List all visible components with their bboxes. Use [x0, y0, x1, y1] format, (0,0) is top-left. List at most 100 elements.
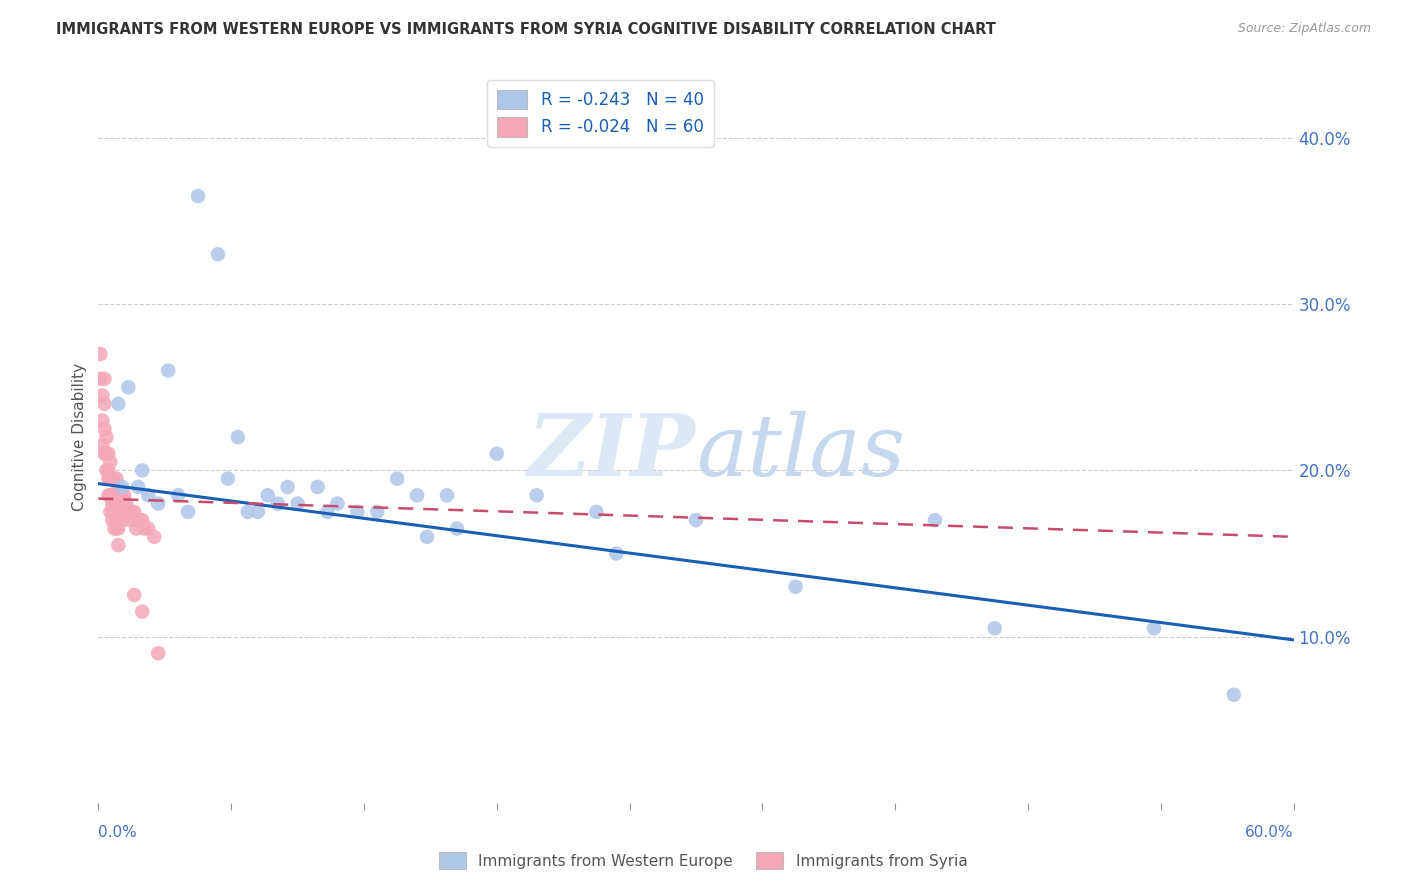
- Point: [129, 513, 152, 527]
- Point: [93, 372, 115, 386]
- Point: [91, 438, 114, 452]
- Point: [148, 497, 170, 511]
- Point: [121, 505, 143, 519]
- Point: [134, 521, 156, 535]
- Point: [97, 472, 120, 486]
- Point: [100, 488, 122, 502]
- Point: [685, 513, 707, 527]
- Point: [105, 472, 128, 486]
- Point: [105, 513, 128, 527]
- Point: [366, 505, 388, 519]
- Legend: Immigrants from Western Europe, Immigrants from Syria: Immigrants from Western Europe, Immigran…: [433, 846, 973, 875]
- Point: [131, 605, 153, 619]
- Point: [111, 513, 134, 527]
- Point: [107, 538, 129, 552]
- Point: [585, 505, 607, 519]
- Point: [100, 505, 122, 519]
- Point: [326, 497, 349, 511]
- Point: [416, 530, 439, 544]
- Point: [96, 463, 118, 477]
- Point: [277, 480, 299, 494]
- Point: [111, 480, 134, 494]
- Point: [236, 505, 259, 519]
- Point: [226, 430, 249, 444]
- Point: [1143, 621, 1166, 635]
- Point: [101, 488, 124, 502]
- Point: [143, 530, 166, 544]
- Point: [984, 621, 1007, 635]
- Point: [101, 505, 124, 519]
- Point: [107, 521, 129, 535]
- Point: [307, 480, 329, 494]
- Point: [157, 363, 180, 377]
- Point: [89, 347, 111, 361]
- Point: [117, 505, 139, 519]
- Point: [101, 513, 124, 527]
- Point: [187, 189, 209, 203]
- Point: [256, 488, 278, 502]
- Point: [103, 521, 125, 535]
- Point: [217, 472, 239, 486]
- Point: [91, 413, 114, 427]
- Point: [136, 521, 159, 535]
- Point: [97, 447, 120, 461]
- Point: [101, 472, 124, 486]
- Y-axis label: Cognitive Disability: Cognitive Disability: [72, 363, 87, 511]
- Point: [103, 505, 125, 519]
- Point: [112, 505, 135, 519]
- Point: [125, 521, 148, 535]
- Point: [924, 513, 946, 527]
- Point: [107, 480, 129, 494]
- Point: [148, 646, 170, 660]
- Point: [385, 472, 409, 486]
- Point: [107, 497, 129, 511]
- Point: [1222, 688, 1246, 702]
- Point: [93, 447, 115, 461]
- Point: [207, 247, 229, 261]
- Point: [287, 497, 309, 511]
- Point: [526, 488, 548, 502]
- Text: ZIP: ZIP: [529, 410, 696, 493]
- Legend: R = -0.243   N = 40, R = -0.024   N = 60: R = -0.243 N = 40, R = -0.024 N = 60: [488, 79, 713, 146]
- Point: [91, 388, 114, 402]
- Point: [97, 463, 120, 477]
- Point: [605, 546, 627, 560]
- Point: [96, 430, 118, 444]
- Point: [136, 488, 159, 502]
- Text: IMMIGRANTS FROM WESTERN EUROPE VS IMMIGRANTS FROM SYRIA COGNITIVE DISABILITY COR: IMMIGRANTS FROM WESTERN EUROPE VS IMMIGR…: [56, 22, 995, 37]
- Point: [346, 505, 368, 519]
- Point: [93, 397, 115, 411]
- Point: [111, 497, 134, 511]
- Point: [103, 488, 125, 502]
- Point: [103, 497, 125, 511]
- Point: [267, 497, 290, 511]
- Point: [100, 472, 122, 486]
- Point: [107, 505, 129, 519]
- Point: [124, 505, 146, 519]
- Point: [97, 488, 120, 502]
- Point: [131, 513, 153, 527]
- Point: [110, 488, 132, 502]
- Point: [105, 505, 128, 519]
- Point: [100, 455, 122, 469]
- Point: [406, 488, 429, 502]
- Point: [127, 480, 149, 494]
- Point: [127, 513, 149, 527]
- Point: [93, 422, 115, 436]
- Point: [485, 447, 508, 461]
- Point: [131, 463, 153, 477]
- Point: [246, 505, 269, 519]
- Point: [117, 380, 139, 394]
- Point: [89, 372, 111, 386]
- Point: [96, 447, 118, 461]
- Point: [107, 397, 129, 411]
- Point: [177, 505, 200, 519]
- Point: [105, 521, 128, 535]
- Point: [446, 521, 468, 535]
- Point: [785, 580, 807, 594]
- Point: [316, 505, 339, 519]
- Text: 0.0%: 0.0%: [98, 825, 138, 840]
- Point: [115, 497, 138, 511]
- Point: [436, 488, 458, 502]
- Point: [105, 488, 128, 502]
